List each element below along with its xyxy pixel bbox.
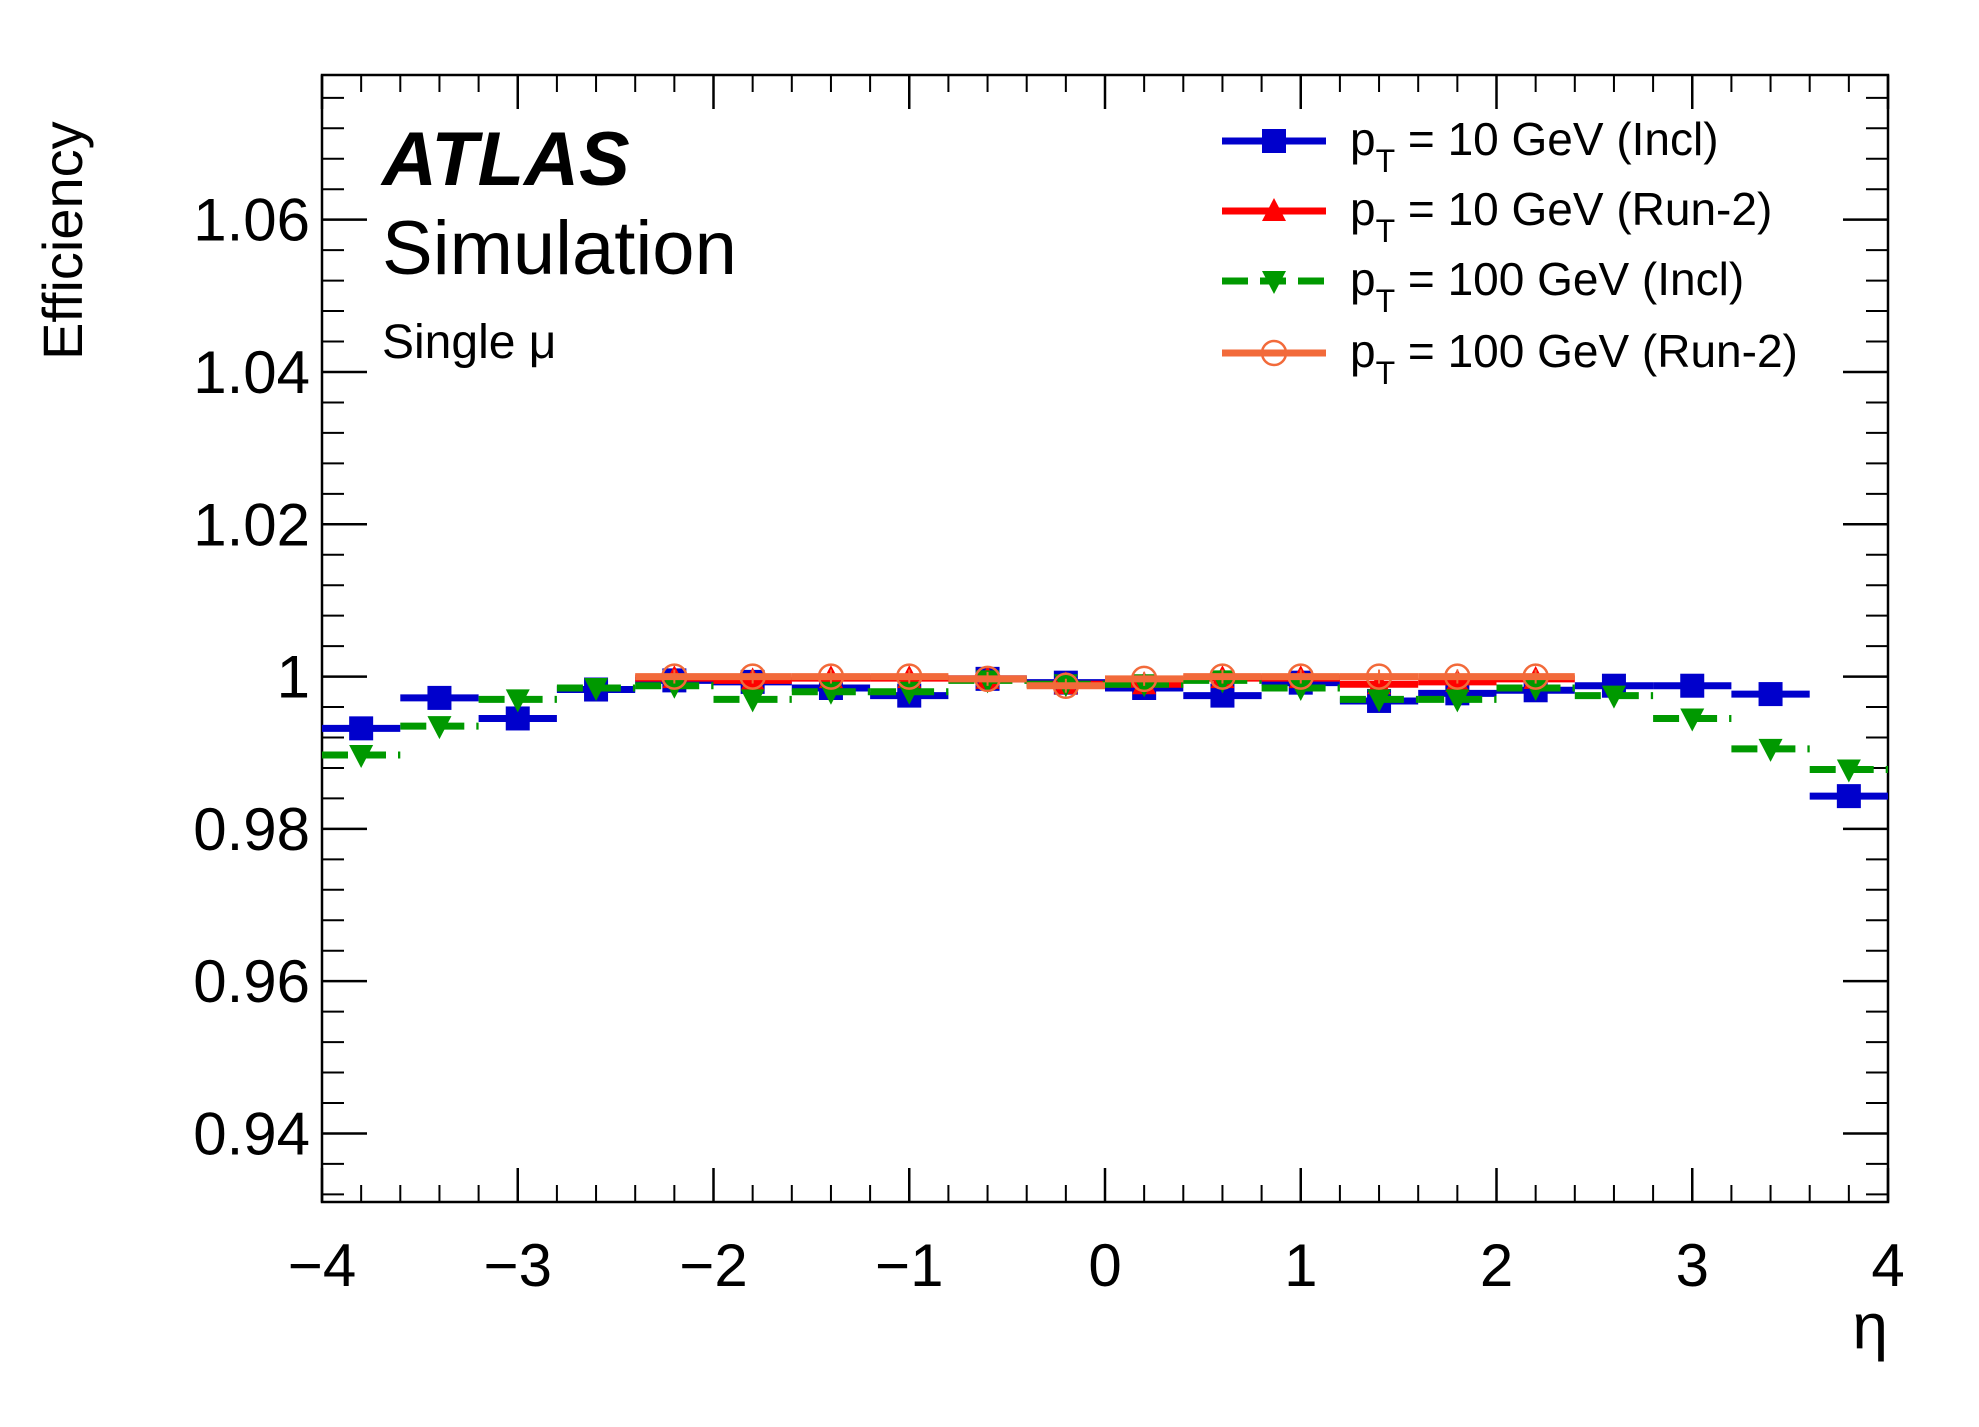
legend-marker: [1260, 339, 1288, 367]
legend-entry: pT = 100 GeV (Run-2): [1350, 325, 1798, 391]
series-4-point: [1052, 672, 1080, 699]
y-tick-label: 0.94: [193, 1100, 310, 1167]
series-3-point: [740, 689, 765, 713]
series-3-point: [1758, 738, 1783, 762]
series-3-point: [1836, 759, 1861, 783]
series-1-point: [349, 716, 374, 741]
series-4-point: [1444, 663, 1471, 690]
x-tick-label: −3: [484, 1232, 552, 1299]
legend-entry: pT = 100 GeV (Incl): [1350, 253, 1744, 319]
series-1-point: [1758, 682, 1783, 707]
series-4-point: [739, 663, 766, 690]
series-1-point: [427, 685, 452, 710]
y-tick-label: 1.02: [193, 491, 310, 558]
x-axis-label: η: [1852, 1290, 1888, 1362]
series-4-point: [1522, 663, 1549, 690]
x-tick-label: 2: [1480, 1232, 1513, 1299]
series-4-point: [661, 663, 688, 690]
x-tick-label: 4: [1871, 1232, 1904, 1299]
y-tick-label: 0.96: [193, 948, 310, 1015]
legend-marker: [1262, 198, 1286, 221]
x-axis-ticks: −4 −3 −2 −1 0 1 2 3 4: [288, 75, 1905, 1299]
x-tick-label: 3: [1676, 1232, 1709, 1299]
y-axis-label: Efficiency: [31, 121, 94, 360]
series-4-point: [974, 665, 1001, 693]
y-tick-label: 1.06: [193, 187, 310, 254]
x-tick-label: 0: [1088, 1232, 1121, 1299]
series-3-point: [1445, 689, 1470, 713]
series-1-point: [1836, 784, 1861, 809]
series-3-point: [584, 677, 609, 701]
series-3-point: [505, 689, 530, 713]
series-3-point: [1680, 708, 1705, 732]
series-3-point: [349, 745, 374, 769]
series-3-point: [1601, 685, 1626, 709]
legend-entry: pT = 10 GeV (Incl): [1350, 113, 1719, 179]
series-3-point: [427, 716, 452, 740]
y-tick-label: 1.04: [193, 339, 310, 406]
atlas-label: ATLAS: [380, 117, 630, 202]
selection-label: Single μ: [382, 316, 556, 369]
simulation-label: Simulation: [382, 206, 737, 291]
x-tick-label: −4: [288, 1232, 356, 1299]
series-4-point: [1287, 663, 1314, 690]
series-4: [635, 663, 1575, 699]
y-axis-ticks: 0.94 0.96 0.98 1 1.02 1.04 1.06: [193, 187, 1888, 1167]
legend-entry: pT = 10 GeV (Run-2): [1350, 183, 1772, 249]
series-4-point: [1365, 663, 1393, 690]
x-tick-label: −1: [875, 1232, 943, 1299]
series-layer: [322, 663, 1888, 809]
series-4-point: [1209, 663, 1236, 690]
x-tick-label: 1: [1284, 1232, 1317, 1299]
series-4-point: [896, 663, 923, 690]
x-tick-label: −2: [679, 1232, 747, 1299]
legend-marker: [1262, 129, 1286, 153]
series-4-point: [817, 663, 845, 690]
y-tick-label: 0.98: [193, 796, 310, 863]
series-1-point: [1680, 673, 1705, 698]
legend-marker: [1262, 271, 1286, 294]
y-tick-label: 1: [277, 644, 310, 711]
series-3-point: [662, 675, 687, 699]
series-4-point: [1130, 665, 1158, 693]
series-3-point: [1367, 689, 1392, 713]
legend: pT = 10 GeV (Incl)pT = 10 GeV (Run-2)pT …: [1222, 113, 1798, 391]
